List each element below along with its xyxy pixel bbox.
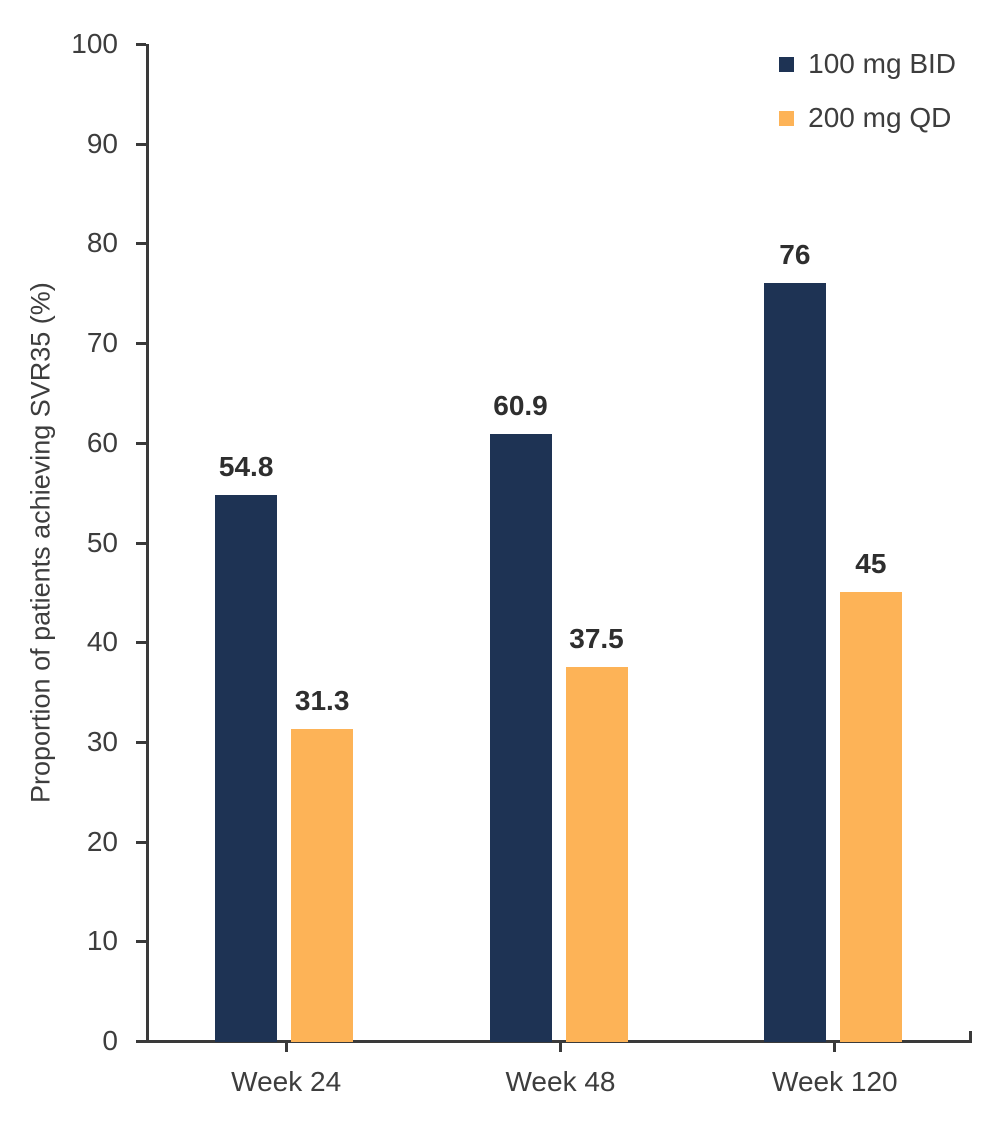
- bar-value-label: 54.8: [218, 450, 274, 482]
- y-tick-mark: [136, 541, 146, 545]
- y-tick-mark: [136, 441, 146, 445]
- bar-series1-cat2: [489, 433, 552, 1042]
- x-category-label: Week 120: [772, 1066, 898, 1097]
- legend-item-200mg-qd: 200 mg QD: [779, 102, 956, 133]
- x-tick-mark: [833, 1043, 837, 1052]
- y-axis-line: [146, 44, 149, 1043]
- x-tick-mark: [559, 1043, 562, 1052]
- y-tick-label: 100: [71, 28, 118, 59]
- y-tick-mark: [136, 840, 146, 844]
- y-tick-label: 70: [86, 327, 118, 359]
- bar-value-label: 31.3: [294, 684, 350, 716]
- y-tick-label: 60: [86, 426, 118, 458]
- x-category-label: Week 24: [231, 1066, 342, 1097]
- bar-value-label: 37.5: [569, 623, 624, 655]
- y-tick-label: 80: [86, 227, 118, 259]
- bar-series2-cat3: [839, 592, 902, 1042]
- legend-label-100mg-bid: 100 mg BID: [808, 48, 956, 79]
- legend-swatch-100mg-bid: [779, 56, 795, 72]
- y-tick-label: 20: [86, 825, 118, 857]
- x-axis-line: [136, 1040, 972, 1043]
- bar-value-label: 60.9: [493, 389, 548, 421]
- bar-series1-cat1: [215, 494, 278, 1042]
- y-tick-mark: [136, 342, 146, 346]
- bar-series2-cat1: [291, 728, 354, 1042]
- y-tick-mark: [136, 1040, 146, 1043]
- bar-series2-cat2: [565, 667, 628, 1042]
- x-category-label: Week 48: [505, 1066, 616, 1097]
- legend-label-200mg-qd: 200 mg QD: [808, 102, 952, 133]
- x-tick-mark: [284, 1043, 288, 1052]
- x-axis-end-tick: [969, 1031, 972, 1041]
- bar-value-label: 45: [855, 548, 887, 580]
- bar-value-label: 76: [779, 239, 811, 271]
- y-tick-mark: [136, 940, 146, 944]
- y-tick-mark: [136, 43, 146, 46]
- y-tick-label: 30: [86, 725, 118, 757]
- y-tick-label: 50: [86, 526, 118, 558]
- y-tick-mark: [136, 142, 146, 146]
- legend: 100 mg BID 200 mg QD: [779, 48, 956, 133]
- y-tick-label: 0: [102, 1025, 118, 1056]
- y-tick-mark: [136, 242, 146, 246]
- legend-item-100mg-bid: 100 mg BID: [779, 48, 956, 79]
- bar-series1-cat3: [763, 283, 826, 1042]
- y-tick-label: 90: [86, 127, 118, 159]
- y-tick-label: 10: [86, 925, 118, 957]
- y-tick-mark: [136, 740, 146, 744]
- legend-swatch-200mg-qd: [779, 110, 795, 126]
- y-tick-label: 40: [86, 626, 118, 658]
- y-tick-mark: [136, 641, 146, 645]
